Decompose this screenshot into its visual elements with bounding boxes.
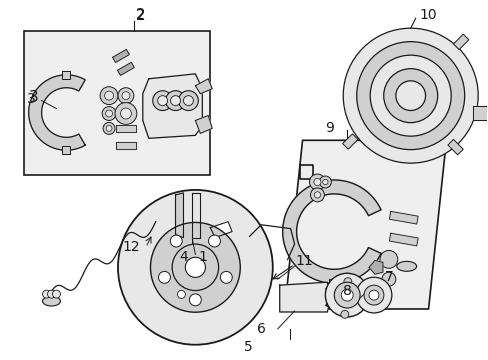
Circle shape — [313, 179, 320, 185]
Text: 12: 12 — [122, 240, 140, 255]
Circle shape — [170, 96, 180, 105]
Circle shape — [356, 42, 464, 150]
Text: 8: 8 — [342, 284, 351, 298]
Text: 11: 11 — [295, 255, 313, 268]
Circle shape — [42, 290, 50, 298]
Bar — [62, 71, 70, 79]
Circle shape — [381, 272, 395, 286]
Bar — [328, 279, 339, 287]
Circle shape — [103, 122, 115, 134]
Polygon shape — [195, 116, 212, 133]
Circle shape — [157, 96, 167, 105]
Text: 1: 1 — [199, 251, 207, 264]
Polygon shape — [29, 75, 85, 150]
Circle shape — [158, 271, 170, 283]
Circle shape — [170, 235, 182, 247]
Circle shape — [100, 87, 118, 105]
Text: 5: 5 — [243, 340, 252, 354]
Text: 7: 7 — [384, 270, 392, 284]
Circle shape — [325, 273, 368, 317]
Circle shape — [334, 282, 359, 308]
Polygon shape — [282, 180, 380, 283]
Circle shape — [368, 290, 378, 300]
Polygon shape — [116, 142, 136, 149]
Bar — [24, 31, 210, 175]
Circle shape — [189, 294, 201, 306]
Circle shape — [379, 251, 397, 268]
Polygon shape — [368, 260, 382, 274]
Text: 9: 9 — [324, 121, 333, 135]
Polygon shape — [116, 125, 136, 132]
Bar — [342, 134, 357, 149]
Polygon shape — [112, 49, 129, 63]
Circle shape — [120, 108, 131, 119]
Circle shape — [314, 192, 320, 198]
Polygon shape — [388, 233, 417, 246]
Polygon shape — [388, 211, 417, 224]
Circle shape — [395, 81, 425, 111]
Circle shape — [150, 222, 240, 312]
Circle shape — [343, 28, 477, 163]
Text: 10: 10 — [419, 8, 436, 22]
Circle shape — [208, 235, 220, 247]
Bar — [175, 210, 210, 222]
Circle shape — [310, 188, 324, 202]
Circle shape — [347, 295, 355, 303]
Polygon shape — [472, 105, 488, 121]
Circle shape — [118, 190, 272, 345]
Circle shape — [52, 290, 61, 298]
Circle shape — [343, 278, 351, 285]
Circle shape — [383, 69, 437, 123]
Polygon shape — [142, 74, 202, 138]
Text: 3: 3 — [29, 90, 39, 105]
Text: 3: 3 — [27, 92, 36, 105]
Circle shape — [364, 285, 383, 305]
Circle shape — [118, 88, 134, 104]
Polygon shape — [195, 79, 212, 94]
Circle shape — [369, 55, 450, 136]
Circle shape — [165, 91, 185, 111]
Circle shape — [115, 103, 137, 125]
Circle shape — [341, 289, 352, 301]
Circle shape — [340, 310, 348, 318]
Polygon shape — [284, 140, 446, 309]
Circle shape — [47, 290, 55, 298]
Text: 2: 2 — [136, 8, 145, 23]
Text: 2: 2 — [136, 8, 145, 22]
Circle shape — [177, 291, 185, 298]
Polygon shape — [117, 62, 134, 75]
Circle shape — [105, 110, 112, 117]
Bar — [62, 146, 70, 154]
Circle shape — [122, 92, 130, 100]
Circle shape — [172, 244, 218, 291]
Circle shape — [183, 96, 193, 105]
Polygon shape — [279, 282, 331, 312]
Text: 4: 4 — [179, 251, 187, 264]
Text: 6: 6 — [257, 322, 266, 336]
Circle shape — [102, 107, 116, 121]
Circle shape — [152, 91, 172, 111]
Circle shape — [309, 174, 325, 190]
Circle shape — [104, 91, 113, 100]
Circle shape — [319, 176, 331, 188]
Bar — [447, 139, 462, 155]
Circle shape — [355, 277, 391, 313]
Circle shape — [106, 125, 112, 131]
Circle shape — [220, 271, 232, 283]
Circle shape — [185, 257, 205, 278]
Circle shape — [322, 179, 327, 185]
Ellipse shape — [396, 261, 416, 271]
Polygon shape — [192, 193, 200, 238]
Bar — [452, 34, 468, 50]
Circle shape — [178, 91, 198, 111]
Polygon shape — [210, 222, 232, 238]
Ellipse shape — [42, 296, 61, 306]
Polygon shape — [175, 193, 183, 238]
